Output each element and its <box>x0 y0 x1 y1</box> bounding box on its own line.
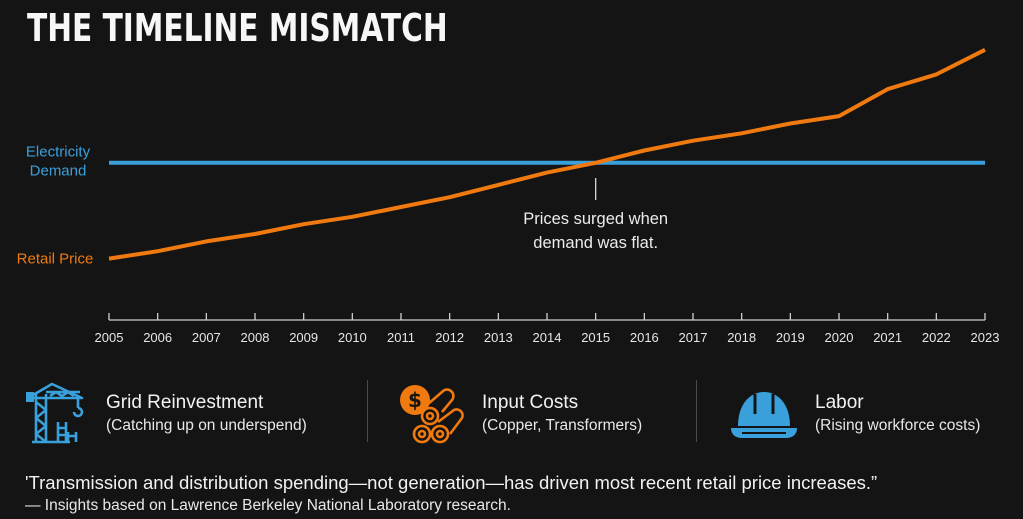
factor-input-costs: $ Input Costs (Copper, Transformers) <box>398 372 698 452</box>
factors-row: Grid Reinvestment (Catching up on unders… <box>0 372 1023 452</box>
x-tick-label: 2005 <box>95 330 124 345</box>
factor-title: Labor <box>815 392 864 413</box>
copper-cost-icon: $ <box>398 378 468 451</box>
x-tick-label: 2008 <box>241 330 270 345</box>
x-tick-label: 2009 <box>289 330 318 345</box>
factor-subtitle: (Copper, Transformers) <box>482 417 643 434</box>
annotation-text: demand was flat. <box>533 234 658 252</box>
timeline-chart: 2005 2006 2007 2008 2009 2010 2011 2012 2013 2014… <box>17 48 1000 345</box>
x-tick-label: 2022 <box>922 330 951 345</box>
x-tick-label: 2012 <box>435 330 464 345</box>
x-tick-label: 2011 <box>387 330 415 345</box>
series-label: Demand <box>30 162 87 179</box>
x-tick-label: 2015 <box>581 330 610 345</box>
x-axis: 2005 2006 2007 2008 2009 2010 2011 2012 2013 2014… <box>95 313 1000 345</box>
series-label: Retail Price <box>17 251 94 268</box>
factor-title: Grid Reinvestment <box>106 392 264 413</box>
x-tick-label: 2007 <box>192 330 221 345</box>
factor-grid-reinvestment: Grid Reinvestment (Catching up on unders… <box>22 372 362 452</box>
x-tick-label: 2016 <box>630 330 659 345</box>
annotation-text: Prices surged when <box>523 210 668 228</box>
x-tick-label: 2017 <box>679 330 708 345</box>
series-line-retail-price <box>108 48 986 261</box>
divider <box>696 380 697 442</box>
x-tick-label: 2018 <box>727 330 756 345</box>
page-title: THE TIMELINE MISMATCH <box>27 6 448 50</box>
series-label: Electricity <box>26 143 91 160</box>
series-labels: Electricity Demand Retail Price <box>17 143 94 267</box>
x-tick-label: 2023 <box>971 330 1000 345</box>
quote-text: 'Transmission and distribution spending—… <box>25 472 878 493</box>
x-tick-label: 2019 <box>776 330 805 345</box>
hard-hat-icon <box>728 378 800 451</box>
divider <box>367 380 368 442</box>
annotation: Prices surged when demand was flat. <box>523 178 668 252</box>
x-tick-label: 2010 <box>338 330 367 345</box>
x-tick-label: 2020 <box>825 330 854 345</box>
x-tick-label: 2006 <box>143 330 172 345</box>
source-attribution: — Insights based on Lawrence Berkeley Na… <box>25 497 511 514</box>
x-tick-label: 2013 <box>484 330 513 345</box>
x-tick-label: 2021 <box>873 330 902 345</box>
series-lines <box>108 48 986 261</box>
x-tick-label: 2014 <box>533 330 562 345</box>
factor-subtitle: (Rising workforce costs) <box>815 417 981 434</box>
svg-text:$: $ <box>408 388 422 412</box>
factor-labor: Labor (Rising workforce costs) <box>728 372 1023 452</box>
factor-subtitle: (Catching up on underspend) <box>106 417 307 434</box>
crane-icon <box>22 378 92 451</box>
factor-title: Input Costs <box>482 392 579 413</box>
